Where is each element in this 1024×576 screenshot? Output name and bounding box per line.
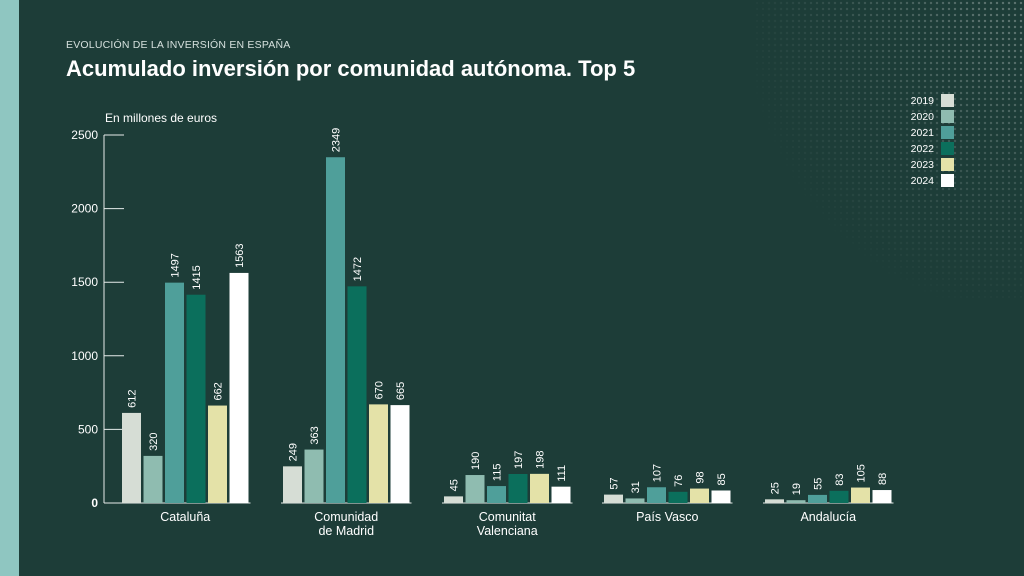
- value-label-0-2023: 662: [213, 382, 225, 400]
- dotted-pattern-decoration: [754, 0, 1024, 300]
- bar-0-2024: [229, 272, 249, 503]
- value-label-3-2019: 57: [609, 477, 621, 489]
- legend-swatch-2019: [941, 94, 954, 107]
- bar-3-2020: [625, 498, 645, 503]
- category-label-0: Cataluña: [160, 510, 210, 524]
- legend-swatch-2024: [941, 174, 954, 187]
- bar-1-2023: [369, 404, 388, 503]
- value-label-1-2019: 249: [288, 443, 300, 461]
- bar-4-2020: [786, 500, 806, 503]
- value-label-2-2019: 45: [449, 479, 461, 491]
- value-label-3-2024: 85: [716, 473, 728, 485]
- value-label-4-2023: 105: [856, 464, 868, 482]
- bar-1-2024: [390, 405, 410, 503]
- category-label-4: Andalucía: [800, 510, 856, 524]
- value-label-0-2024: 1563: [234, 243, 246, 267]
- bar-3-2021: [647, 487, 666, 503]
- chart-title: Acumulado inversión por comunidad autóno…: [66, 56, 636, 81]
- category-label-2: Valenciana: [477, 524, 538, 538]
- value-label-4-2020: 19: [791, 483, 803, 495]
- value-label-3-2020: 31: [630, 481, 642, 493]
- bar-4-2022: [829, 490, 849, 503]
- bar-2-2023: [530, 473, 549, 503]
- bar-2-2021: [487, 486, 506, 503]
- bar-1-2021: [326, 157, 345, 503]
- bar-2-2022: [508, 474, 528, 503]
- category-label-3: País Vasco: [636, 510, 698, 524]
- value-label-1-2023: 670: [374, 381, 386, 399]
- bar-3-2023: [690, 488, 709, 503]
- y-tick-label-500: 500: [78, 422, 98, 436]
- legend-label-2020: 2020: [911, 111, 935, 123]
- value-label-2-2020: 190: [470, 452, 482, 470]
- bar-4-2019: [765, 499, 784, 503]
- y-tick-label-0: 0: [91, 496, 98, 510]
- bar-2-2019: [444, 496, 463, 503]
- legend-swatch-2021: [941, 126, 954, 139]
- value-label-2-2022: 197: [513, 451, 525, 469]
- category-label-2: Comunitat: [479, 510, 536, 524]
- y-unit-label: En millones de euros: [105, 111, 217, 125]
- y-tick-label-2500: 2500: [71, 128, 98, 142]
- legend-label-2023: 2023: [911, 159, 935, 171]
- bar-3-2024: [711, 490, 731, 503]
- value-label-4-2024: 88: [877, 473, 889, 485]
- bar-0-2020: [143, 455, 163, 503]
- legend-swatch-2023: [941, 158, 954, 171]
- bar-4-2023: [851, 487, 870, 503]
- y-tick-label-1500: 1500: [71, 275, 98, 289]
- value-label-2-2021: 115: [492, 464, 504, 482]
- bar-0-2022: [186, 294, 206, 503]
- value-label-3-2023: 98: [695, 471, 707, 483]
- bar-1-2019: [283, 466, 302, 503]
- value-label-1-2022: 1472: [352, 257, 364, 281]
- value-label-0-2020: 320: [148, 433, 160, 451]
- bar-3-2022: [668, 491, 688, 503]
- legend-label-2022: 2022: [911, 143, 935, 155]
- category-label-1: Comunidad: [314, 510, 378, 524]
- value-label-0-2019: 612: [127, 390, 139, 408]
- bar-0-2021: [165, 282, 184, 503]
- value-label-2-2024: 111: [556, 465, 568, 482]
- bar-3-2019: [604, 494, 623, 503]
- bar-1-2022: [347, 286, 367, 503]
- legend-label-2019: 2019: [911, 95, 935, 107]
- value-label-4-2021: 55: [813, 478, 825, 490]
- bar-2-2020: [465, 475, 485, 503]
- bar-0-2023: [208, 405, 227, 503]
- bar-4-2024: [872, 490, 892, 503]
- value-label-4-2019: 25: [770, 482, 782, 494]
- value-label-1-2024: 665: [395, 382, 407, 400]
- value-label-4-2022: 83: [834, 474, 846, 486]
- legend-label-2024: 2024: [911, 175, 935, 187]
- value-label-0-2021: 1497: [170, 253, 182, 277]
- legend-swatch-2022: [941, 142, 954, 155]
- legend-swatch-2020: [941, 110, 954, 123]
- bar-4-2021: [808, 494, 827, 503]
- value-label-1-2020: 363: [309, 426, 321, 444]
- bar-1-2020: [304, 449, 324, 503]
- value-label-0-2022: 1415: [191, 265, 203, 289]
- value-label-2-2023: 198: [535, 450, 547, 468]
- bar-2-2024: [551, 486, 571, 503]
- value-label-1-2021: 2349: [331, 128, 343, 152]
- y-tick-label-2000: 2000: [71, 202, 98, 216]
- left-accent-stripe: [0, 0, 19, 576]
- value-label-3-2022: 76: [673, 475, 685, 487]
- chart-overline: EVOLUCIÓN DE LA INVERSIÓN EN ESPAÑA: [66, 39, 291, 51]
- y-tick-label-1000: 1000: [71, 349, 98, 363]
- legend-label-2021: 2021: [911, 127, 935, 139]
- category-label-1: de Madrid: [318, 524, 374, 538]
- bar-0-2019: [122, 412, 141, 503]
- value-label-3-2021: 107: [652, 464, 664, 482]
